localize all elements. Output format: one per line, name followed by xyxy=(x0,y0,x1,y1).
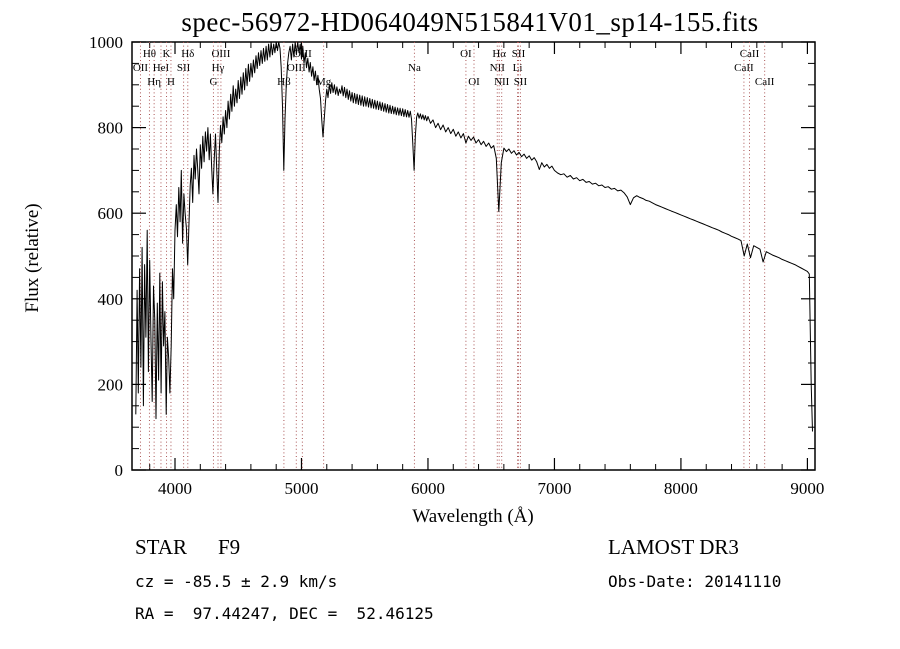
plot-title: spec-56972-HD064049N515841V01_sp14-155.f… xyxy=(181,7,758,37)
spectral-line-label: NII xyxy=(494,76,510,88)
x-tick-label: 4000 xyxy=(158,479,192,498)
wavelength-axis-label: Wavelength (Å) xyxy=(412,506,533,527)
x-tick-label: 5000 xyxy=(284,479,318,498)
spectral-line-label: Hγ xyxy=(212,62,225,74)
y-tick-label: 200 xyxy=(98,375,124,394)
spectral-line-label: OII xyxy=(133,62,149,74)
spectral-line-label: OI xyxy=(468,76,480,88)
spectral-line-label: HeI xyxy=(153,62,170,74)
y-tick-label: 0 xyxy=(115,461,124,480)
spectral-line-label: Li xyxy=(513,62,523,74)
spectral-line-label: SII xyxy=(514,76,528,88)
spectral-line-label: NII xyxy=(490,62,506,74)
spectral-line-label: OI xyxy=(460,48,472,60)
y-tick-label: 400 xyxy=(98,290,124,309)
axes: 4000 5000 6000 7000 8000 9000 0 200 400 600 800 100… xyxy=(89,33,824,498)
spectral-line-label: SII xyxy=(177,62,191,74)
spectrum-path xyxy=(135,41,813,432)
spectral-line-label: Hβ xyxy=(277,76,291,88)
spectral-line-label: Hα xyxy=(492,48,506,60)
x-tick-label: 6000 xyxy=(411,479,445,498)
x-tick-label: 7000 xyxy=(537,479,571,498)
x-tick-label: 8000 xyxy=(664,479,698,498)
spectral-line-label: H xyxy=(167,76,175,88)
y-tick-label: 800 xyxy=(98,119,124,138)
spectral-line-label: SII xyxy=(512,48,526,60)
flux-axis-label: Flux (relative) xyxy=(22,203,43,312)
spectral-line-label: K xyxy=(163,48,171,60)
y-tick-label: 1000 xyxy=(89,33,123,52)
spectral-line-label: CaII xyxy=(740,48,760,60)
spectral-line-label: OIII xyxy=(293,48,312,60)
spectral-line-markers: OIIHθHηHeIKHSIIHδGHγOIIIHβOIIIOIIIMgNaOI… xyxy=(133,42,775,470)
x-tick-label: 9000 xyxy=(790,479,824,498)
ra-dec-text: RA = 97.44247, DEC = 52.46125 xyxy=(135,604,434,623)
spectral-line-label: CaII xyxy=(755,76,775,88)
spectral-line-label: OIII xyxy=(211,48,230,60)
subclass-text: F9 xyxy=(218,535,240,559)
spectral-line-label: Na xyxy=(408,62,421,74)
spectral-line-label: CaII xyxy=(734,62,754,74)
cz-text: cz = -85.5 ± 2.9 km/s xyxy=(135,572,337,591)
obs-date-text: Obs-Date: 20141110 xyxy=(608,572,781,591)
footer-annotations: STAR F9 LAMOST DR3 cz = -85.5 ± 2.9 km/s… xyxy=(135,535,781,623)
spectral-line-label: Hη xyxy=(147,76,161,88)
spectral-line-label: Mg xyxy=(316,76,332,88)
spectral-line-label: G xyxy=(209,76,217,88)
spectral-line-label: OIII xyxy=(287,62,306,74)
spectral-line-label: Hδ xyxy=(181,48,194,60)
y-tick-label: 600 xyxy=(98,204,124,223)
spectral-line-label: Hθ xyxy=(143,48,156,60)
spectrum-trace xyxy=(135,41,813,432)
survey-text: LAMOST DR3 xyxy=(608,535,739,559)
classification-text: STAR xyxy=(135,535,187,559)
